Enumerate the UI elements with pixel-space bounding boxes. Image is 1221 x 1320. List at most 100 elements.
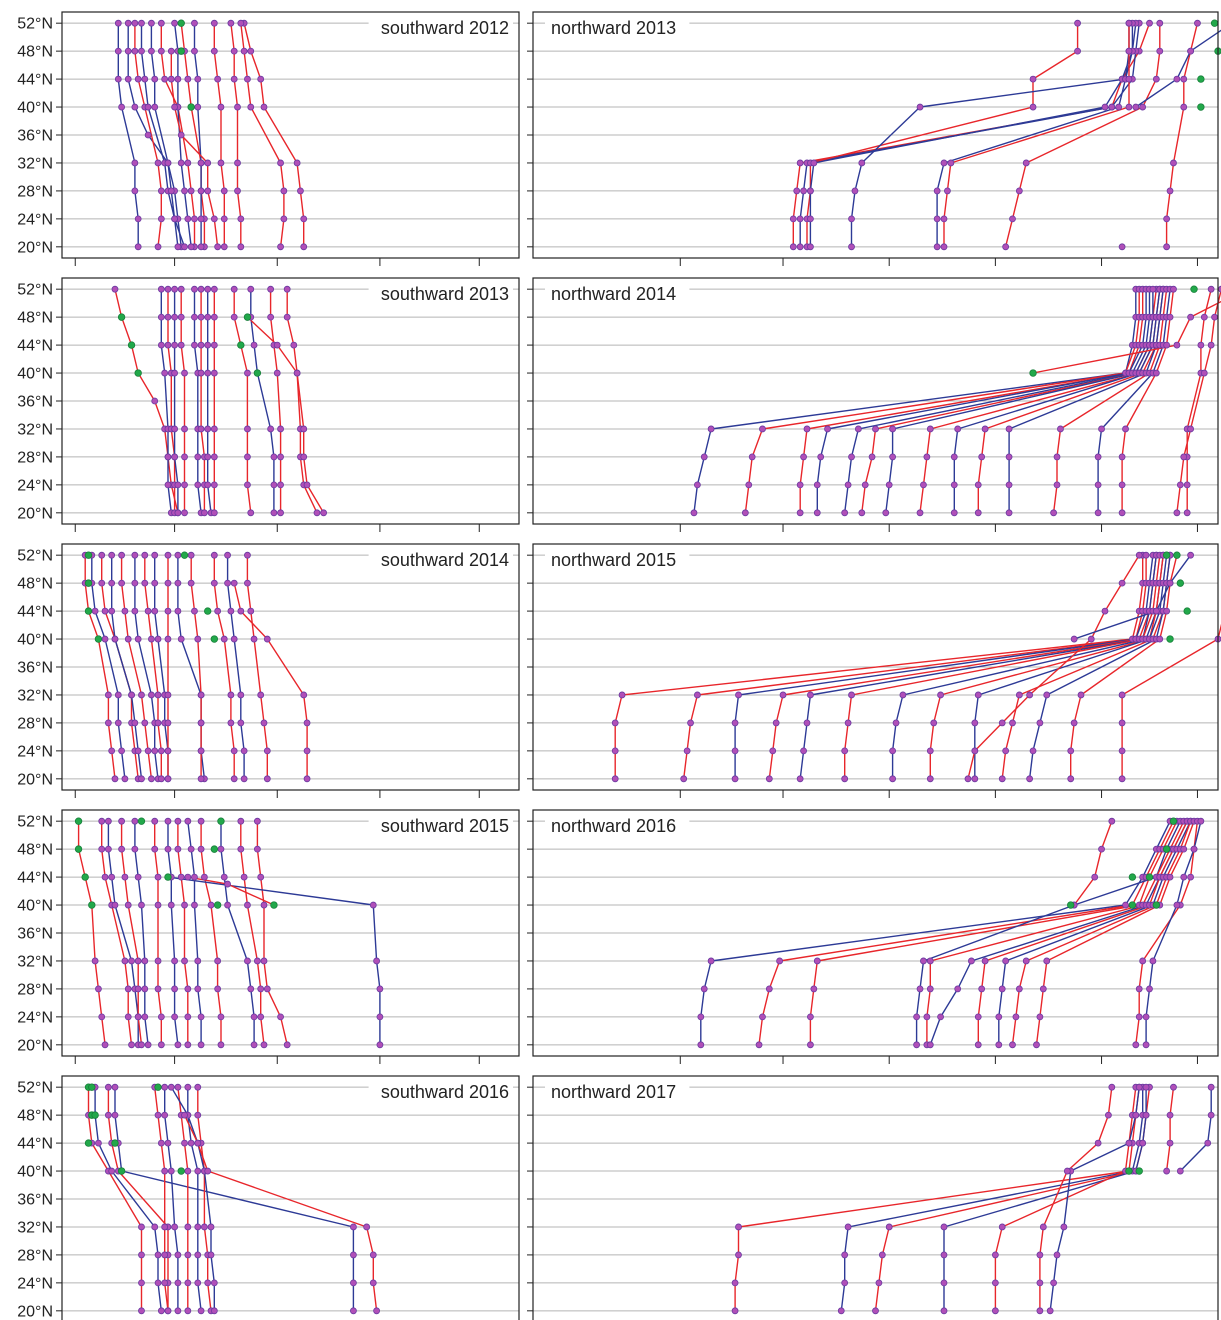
stopover-point: [350, 1279, 357, 1287]
stopover-point: [694, 481, 701, 489]
stopover-point: [181, 901, 188, 909]
stopover-point: [101, 1041, 109, 1049]
stopover-point: [974, 1013, 982, 1021]
stopover-point: [1039, 1223, 1047, 1231]
panel-title-background: [368, 548, 513, 572]
stopover-point: [98, 817, 106, 825]
stopover-point: [697, 1013, 705, 1021]
stopover-point: [134, 215, 142, 223]
stopover-point: [920, 957, 927, 965]
stopover-point: [813, 957, 821, 965]
stopover-point: [1057, 425, 1064, 433]
stopover-point: [1156, 635, 1164, 643]
y-tick-label: 44°N: [17, 604, 53, 621]
stopover-point: [154, 957, 162, 965]
track-line: [180, 23, 206, 247]
stopover-point: [138, 775, 145, 783]
stopover-point: [998, 775, 1006, 783]
stopover-point: [240, 47, 248, 55]
stopover-point: [171, 1013, 178, 1021]
stopover-point: [611, 775, 619, 783]
stopover-point: [848, 691, 855, 699]
panel-southward-2: 20°N 24°N 28°N 32°N 36°N 40°N 44°N 48°N 52°N sout…: [17, 543, 520, 798]
stopover-point: [250, 1041, 258, 1049]
stopover-point: [171, 453, 178, 461]
y-tick-label: 52°N: [17, 16, 53, 33]
track-line: [220, 821, 255, 1045]
stopover-point: [157, 747, 165, 755]
panel-frame: [61, 277, 520, 525]
stopover-point: [200, 509, 208, 517]
stopover-point: [376, 985, 384, 993]
stopover-point: [124, 19, 132, 27]
stopover-point: [164, 635, 172, 643]
stopover-point: [164, 691, 172, 699]
stopover-point: [151, 551, 159, 559]
track-line: [1011, 820, 1192, 1045]
stopover-point: [101, 873, 109, 881]
stopover-point: [210, 551, 218, 559]
stopover-point: [1207, 1083, 1215, 1091]
stopover-point: [191, 607, 198, 615]
stopover-point: [210, 509, 218, 517]
stopover-point: [108, 579, 116, 587]
stopover-point: [128, 1041, 135, 1049]
track-line: [246, 316, 325, 514]
stopover-point: [131, 579, 139, 587]
y-tick-label: 44°N: [17, 1136, 53, 1153]
track-line: [758, 820, 1175, 1045]
start-point: [217, 817, 225, 825]
stopover-point: [1166, 873, 1174, 881]
stopover-point: [796, 243, 804, 251]
stopover-point: [320, 509, 328, 517]
stopover-point: [947, 159, 955, 167]
stopover-point: [1050, 509, 1057, 517]
stopover-point: [114, 47, 122, 55]
stopover-point: [197, 719, 205, 727]
track-line: [187, 821, 202, 1045]
stopover-point: [872, 1307, 879, 1315]
stopover-point: [1146, 19, 1153, 27]
stopover-point: [197, 1307, 205, 1315]
track-line: [170, 51, 219, 247]
y-tick-label: 32°N: [17, 687, 53, 704]
stopover-point: [1166, 1139, 1174, 1147]
stopover-point: [134, 243, 142, 251]
stopover-point: [161, 369, 169, 377]
stopover-point: [1190, 845, 1198, 853]
stopover-point: [234, 103, 241, 111]
stopover-point: [167, 75, 175, 83]
start-point: [1169, 817, 1178, 825]
start-point: [243, 313, 252, 321]
stopover-point: [157, 215, 165, 223]
stopover-point: [230, 579, 238, 587]
stopover-point: [124, 635, 132, 643]
stopover-point: [974, 509, 982, 517]
stopover-point: [1135, 1013, 1143, 1021]
panel-title: northward 2014: [551, 284, 676, 304]
stopover-point: [1135, 1083, 1143, 1091]
stopover-point: [111, 635, 119, 643]
stopover-point: [210, 425, 218, 433]
stopover-point: [171, 215, 178, 223]
stopover-point: [995, 1041, 1003, 1049]
stopover-point: [1070, 635, 1078, 643]
stopover-point: [974, 481, 982, 489]
stopover-point: [174, 1307, 182, 1315]
stopover-point: [824, 425, 831, 433]
stopover-point: [277, 425, 284, 433]
track-line: [1186, 289, 1212, 513]
y-tick-label: 48°N: [17, 44, 53, 61]
stopover-point: [1163, 341, 1171, 349]
stopover-point: [858, 159, 866, 167]
stopover-point: [926, 425, 934, 433]
stopover-point: [237, 19, 245, 27]
stopover-point: [940, 1251, 948, 1259]
stopover-point: [916, 985, 924, 993]
stopover-point: [1022, 159, 1030, 167]
y-tick-label: 28°N: [17, 449, 53, 466]
stopover-point: [283, 1041, 291, 1049]
stopover-point: [950, 481, 958, 489]
stopover-point: [779, 691, 787, 699]
stopover-point: [1135, 551, 1143, 559]
